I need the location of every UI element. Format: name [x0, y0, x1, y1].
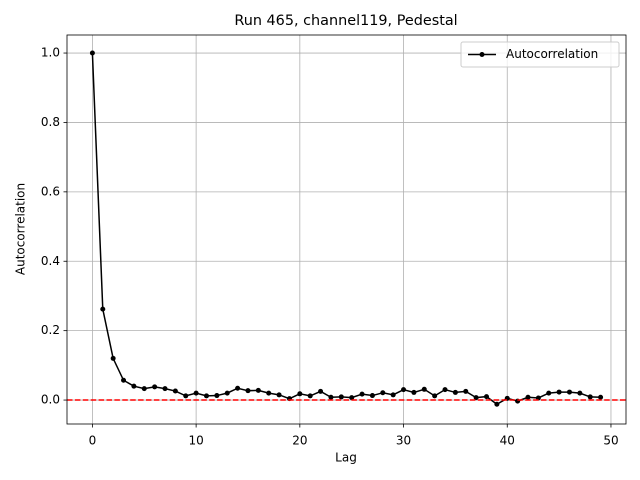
data-point: [141, 386, 147, 392]
data-point: [121, 377, 127, 383]
data-point: [328, 394, 334, 400]
y-axis-label: Autocorrelation: [14, 183, 28, 275]
y-tick-label: 0.2: [41, 323, 60, 337]
data-point: [598, 394, 604, 400]
data-point: [473, 395, 479, 401]
data-point: [421, 386, 427, 392]
data-point: [587, 394, 593, 400]
data-point: [297, 391, 303, 397]
y-tick-label: 0.6: [41, 184, 60, 198]
data-point: [224, 390, 230, 396]
data-point: [442, 387, 448, 393]
data-point: [390, 392, 396, 398]
x-tick-label: 20: [292, 434, 307, 448]
legend-marker: [479, 52, 485, 57]
x-axis-label: Lag: [335, 451, 357, 465]
data-point: [152, 384, 158, 390]
data-point: [556, 389, 562, 395]
data-point: [546, 390, 552, 396]
data-point: [369, 393, 375, 399]
y-tick-label: 1.0: [41, 46, 60, 60]
y-tick-label: 0.8: [41, 115, 60, 129]
data-point: [307, 393, 313, 399]
data-point: [172, 388, 178, 394]
data-point: [577, 390, 583, 396]
legend-box: [460, 41, 620, 68]
x-tick-label: 0: [89, 434, 97, 448]
x-tick-label: 50: [603, 434, 618, 448]
data-point: [183, 393, 189, 399]
chart-title: Run 465, channel119, Pedestal: [234, 13, 457, 29]
x-tick-label: 40: [500, 434, 515, 448]
data-point: [245, 388, 251, 394]
data-point: [359, 391, 365, 397]
data-point: [401, 387, 407, 393]
data-point: [162, 386, 168, 392]
legend-label: Autocorrelation: [506, 47, 598, 61]
data-point: [89, 50, 95, 56]
data-point: [276, 392, 282, 398]
data-point: [432, 393, 438, 399]
data-point: [214, 393, 220, 399]
data-point: [193, 390, 199, 396]
data-point: [235, 385, 241, 391]
data-point: [494, 401, 500, 407]
data-point: [203, 393, 209, 399]
y-tick-label: 0.0: [41, 393, 60, 407]
data-point: [338, 394, 344, 400]
data-point: [255, 387, 261, 393]
data-point: [535, 395, 541, 401]
data-point: [525, 394, 531, 400]
data-point: [463, 388, 469, 394]
plot-frame: [66, 34, 627, 425]
data-point: [452, 389, 458, 395]
x-tick-label: 10: [188, 434, 203, 448]
data-point: [266, 390, 272, 396]
data-point: [380, 390, 386, 396]
data-point: [131, 383, 137, 389]
data-point: [349, 395, 355, 401]
y-tick-label: 0.4: [41, 254, 60, 268]
data-point: [318, 388, 324, 394]
x-tick-label: 30: [396, 434, 411, 448]
data-point: [100, 306, 106, 312]
data-point: [484, 394, 490, 400]
data-point: [110, 355, 116, 361]
data-point: [411, 389, 417, 395]
data-point: [566, 389, 572, 395]
